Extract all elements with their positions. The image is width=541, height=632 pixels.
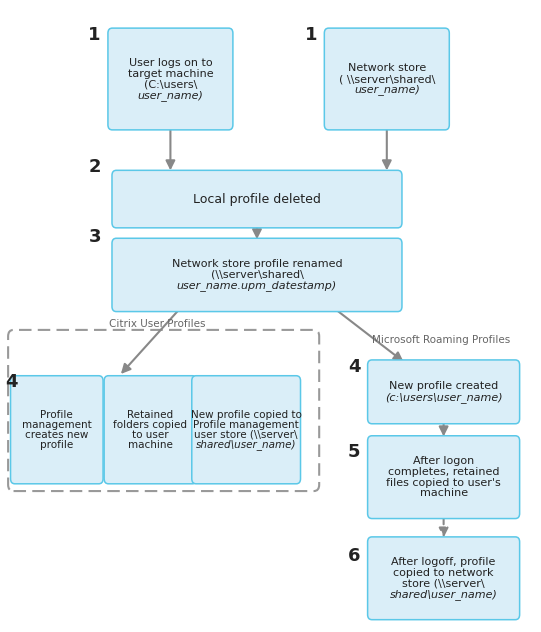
FancyBboxPatch shape (367, 537, 519, 619)
Text: Microsoft Roaming Profiles: Microsoft Roaming Profiles (372, 335, 510, 345)
Text: files copied to user's: files copied to user's (386, 478, 501, 487)
Text: 3: 3 (88, 228, 101, 246)
Text: completes, retained: completes, retained (388, 467, 499, 477)
Text: user_name): user_name) (354, 84, 420, 95)
Text: 1: 1 (88, 26, 101, 44)
Text: shared\user_name): shared\user_name) (196, 439, 296, 451)
FancyBboxPatch shape (367, 436, 519, 518)
FancyBboxPatch shape (112, 170, 402, 228)
FancyBboxPatch shape (10, 375, 103, 484)
Text: (c:\users\user_name): (c:\users\user_name) (385, 392, 503, 403)
Text: 4: 4 (5, 374, 18, 391)
Text: target machine: target machine (128, 69, 213, 78)
Text: User logs on to: User logs on to (129, 58, 212, 68)
Text: Profile: Profile (41, 410, 73, 420)
Text: Profile management: Profile management (193, 420, 299, 430)
Text: Retained: Retained (127, 410, 174, 420)
Text: machine: machine (128, 440, 173, 450)
Text: folders copied: folders copied (114, 420, 187, 430)
Text: After logon: After logon (413, 456, 474, 466)
Text: (\\server\shared\: (\\server\shared\ (210, 270, 304, 280)
Text: New profile copied to: New profile copied to (191, 410, 301, 420)
FancyBboxPatch shape (104, 375, 197, 484)
Text: to user: to user (132, 430, 169, 440)
Text: (C:\users\: (C:\users\ (144, 80, 197, 89)
Text: user_name): user_name) (137, 90, 203, 100)
FancyBboxPatch shape (367, 360, 519, 423)
Text: 1: 1 (305, 26, 318, 44)
Text: ( \\server\shared\: ( \\server\shared\ (339, 74, 435, 84)
Text: Local profile deleted: Local profile deleted (193, 193, 321, 205)
FancyBboxPatch shape (108, 28, 233, 130)
FancyBboxPatch shape (192, 375, 301, 484)
Text: Network store profile renamed: Network store profile renamed (171, 259, 342, 269)
Text: Network store: Network store (348, 63, 426, 73)
Text: user store (\\server\: user store (\\server\ (194, 430, 298, 440)
Text: creates new: creates new (25, 430, 89, 440)
Text: New profile created: New profile created (389, 382, 498, 391)
Text: user_name.upm_datestamp): user_name.upm_datestamp) (177, 280, 337, 291)
FancyBboxPatch shape (324, 28, 449, 130)
Text: shared\user_name): shared\user_name) (390, 589, 498, 600)
Text: After logoff, profile: After logoff, profile (392, 557, 496, 567)
Text: machine: machine (420, 489, 467, 499)
Text: store (\\server\: store (\\server\ (403, 579, 485, 588)
Text: profile: profile (40, 440, 74, 450)
Text: 4: 4 (348, 358, 361, 375)
Text: 5: 5 (348, 443, 361, 461)
Text: 6: 6 (348, 547, 361, 565)
Text: copied to network: copied to network (393, 568, 494, 578)
Text: 2: 2 (88, 159, 101, 176)
FancyBboxPatch shape (112, 238, 402, 312)
Text: management: management (22, 420, 91, 430)
Text: Citrix User Profiles: Citrix User Profiles (109, 319, 205, 329)
